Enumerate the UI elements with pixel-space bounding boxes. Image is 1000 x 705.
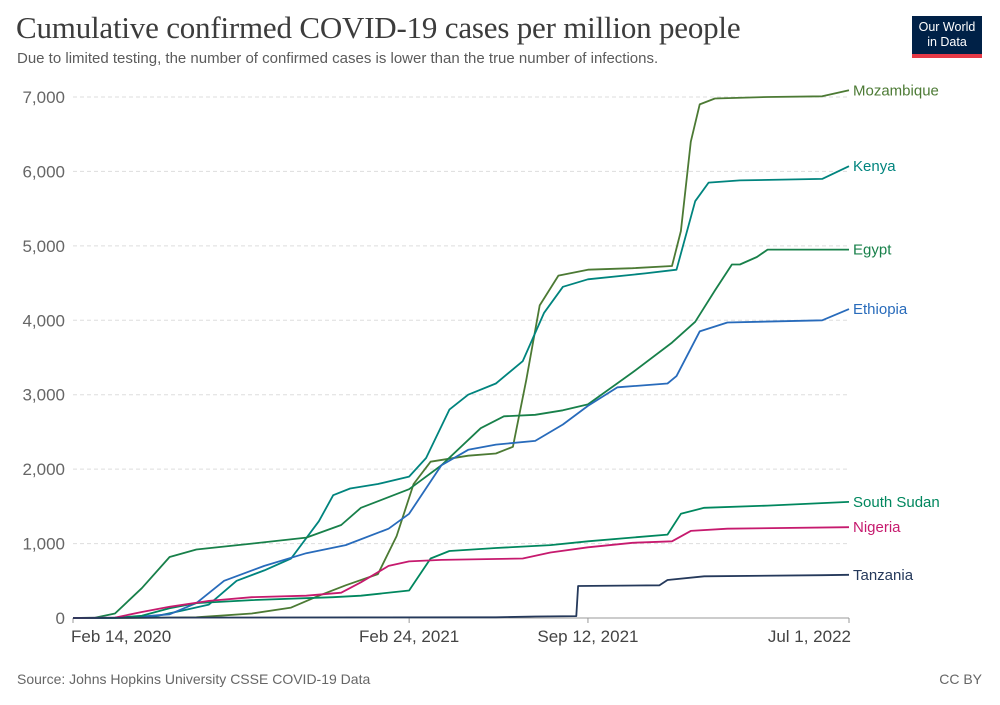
series-line-tanzania	[72, 573, 850, 619]
series-label-south-sudan: South Sudan	[853, 494, 940, 511]
logo-line-2: in Data	[927, 35, 967, 49]
series-label-kenya: Kenya	[853, 158, 896, 175]
series-line-nigeria	[72, 526, 850, 619]
y-tick-label: 1,000	[22, 535, 65, 554]
x-tick-label: Jul 1, 2022	[768, 627, 851, 646]
x-tick-label: Feb 14, 2020	[71, 627, 171, 646]
series-label-tanzania: Tanzania	[853, 567, 914, 584]
y-tick-label: 3,000	[22, 386, 65, 405]
y-tick-label: 4,000	[22, 311, 65, 330]
x-tick-label: Feb 24, 2021	[359, 627, 459, 646]
series-line-egypt	[72, 248, 849, 619]
y-tick-label: 6,000	[22, 162, 65, 181]
source-note[interactable]: Source: Johns Hopkins University CSSE CO…	[17, 671, 371, 687]
series-line-mozambique	[72, 89, 850, 619]
license-link[interactable]: CC BY	[939, 671, 982, 687]
x-tick-label: Sep 12, 2021	[537, 627, 638, 646]
series-label-egypt: Egypt	[853, 242, 892, 259]
series-label-mozambique: Mozambique	[853, 82, 939, 99]
series-label-nigeria: Nigeria	[853, 519, 901, 536]
series-line-south-sudan	[72, 501, 850, 619]
owid-logo[interactable]: Our World in Data	[912, 16, 982, 58]
y-tick-label: 5,000	[22, 237, 65, 256]
series-label-ethiopia: Ethiopia	[853, 301, 908, 318]
series-line-ethiopia	[72, 308, 850, 619]
series-line-kenya	[72, 165, 850, 619]
chart-title: Cumulative confirmed COVID-19 cases per …	[16, 10, 741, 45]
logo-line-1: Our World	[918, 20, 976, 34]
y-tick-label: 2,000	[22, 460, 65, 479]
y-tick-label: 7,000	[22, 88, 65, 107]
chart-subtitle: Due to limited testing, the number of co…	[17, 50, 659, 67]
y-tick-label: 0	[56, 609, 65, 628]
